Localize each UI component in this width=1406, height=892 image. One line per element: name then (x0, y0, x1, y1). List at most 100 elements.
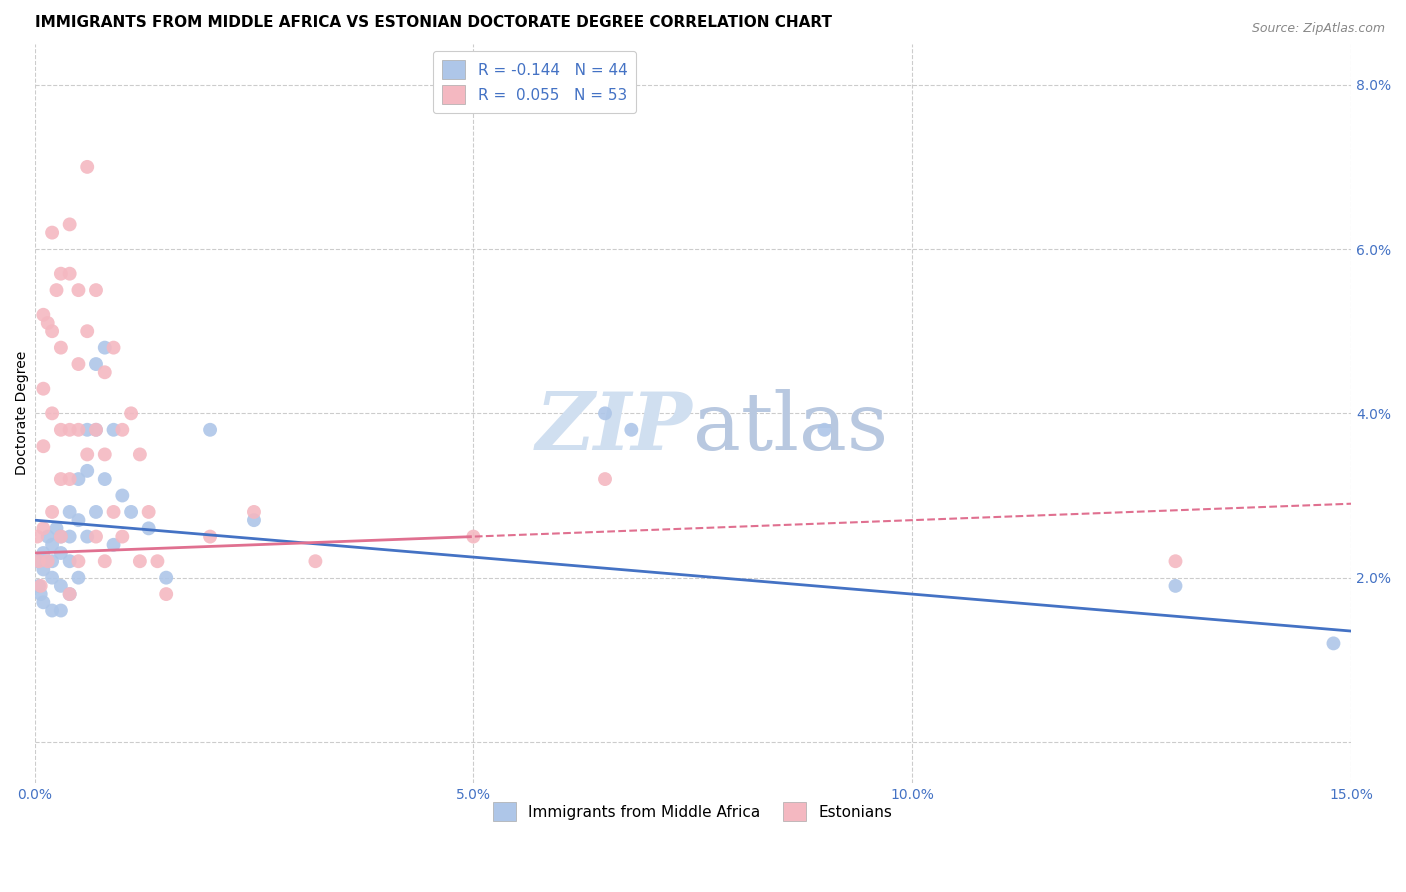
Point (84, 505, 107, 519)
Point (103, 538, 125, 552)
Point (593, 406, 616, 420)
Point (103, 423, 125, 437)
Point (155, 571, 177, 585)
Point (59, 587, 82, 601)
Point (67, 554, 90, 568)
Point (59, 472, 82, 486)
Point (84, 423, 107, 437)
Point (76, 447, 98, 461)
Point (67, 357, 90, 371)
Point (37, 316, 59, 330)
Point (84, 530, 107, 544)
Point (49, 267, 72, 281)
Point (76, 423, 98, 437)
Point (30, 579, 52, 593)
Point (41, 226, 63, 240)
Point (37, 530, 59, 544)
Point (32, 308, 55, 322)
Point (32, 562, 55, 576)
Point (41, 554, 63, 568)
Point (128, 447, 150, 461)
Point (76, 160, 98, 174)
Point (59, 267, 82, 281)
Point (155, 587, 177, 601)
Point (138, 521, 160, 535)
Text: IMMIGRANTS FROM MIDDLE AFRICA VS ESTONIAN DOCTORATE DEGREE CORRELATION CHART: IMMIGRANTS FROM MIDDLE AFRICA VS ESTONIA… (35, 15, 831, 30)
Point (49, 603, 72, 617)
Point (120, 406, 142, 420)
Point (128, 554, 150, 568)
Point (813, 423, 835, 437)
Point (111, 488, 134, 502)
Point (30, 587, 52, 601)
Point (94, 365, 117, 379)
Point (76, 530, 98, 544)
Point (67, 513, 90, 527)
Text: Source: ZipAtlas.com: Source: ZipAtlas.com (1251, 22, 1385, 36)
Point (41, 505, 63, 519)
Y-axis label: Doctorate Degree: Doctorate Degree (15, 351, 30, 475)
Point (32, 382, 55, 396)
Point (103, 505, 125, 519)
Text: atlas: atlas (693, 389, 889, 467)
Point (67, 423, 90, 437)
Point (25, 530, 48, 544)
Point (59, 554, 82, 568)
Point (49, 530, 72, 544)
Point (45, 283, 67, 297)
Point (94, 472, 117, 486)
Point (67, 283, 90, 297)
Point (41, 538, 63, 552)
Point (1164, 554, 1187, 568)
Point (1164, 579, 1187, 593)
Point (198, 423, 221, 437)
Point (49, 423, 72, 437)
Point (37, 554, 59, 568)
Point (41, 324, 63, 338)
Point (41, 571, 63, 585)
Point (49, 546, 72, 560)
Point (49, 579, 72, 593)
Point (620, 423, 643, 437)
Point (49, 341, 72, 355)
Point (59, 423, 82, 437)
Point (59, 587, 82, 601)
Point (76, 324, 98, 338)
Point (49, 472, 72, 486)
Point (25, 554, 48, 568)
Text: ZIP: ZIP (536, 390, 693, 467)
Point (59, 218, 82, 232)
Point (67, 472, 90, 486)
Point (463, 530, 485, 544)
Point (94, 447, 117, 461)
Point (304, 554, 326, 568)
Point (32, 439, 55, 453)
Point (41, 406, 63, 420)
Point (1322, 636, 1344, 650)
Point (146, 554, 169, 568)
Point (59, 505, 82, 519)
Point (32, 595, 55, 609)
Point (243, 505, 266, 519)
Point (32, 521, 55, 535)
Point (28, 554, 51, 568)
Legend: Immigrants from Middle Africa, Estonians: Immigrants from Middle Africa, Estonians (486, 797, 898, 827)
Point (243, 513, 266, 527)
Point (84, 357, 107, 371)
Point (111, 530, 134, 544)
Point (41, 603, 63, 617)
Point (593, 472, 616, 486)
Point (84, 423, 107, 437)
Point (198, 530, 221, 544)
Point (84, 283, 107, 297)
Point (111, 423, 134, 437)
Point (45, 521, 67, 535)
Point (138, 505, 160, 519)
Point (59, 530, 82, 544)
Point (49, 530, 72, 544)
Point (120, 505, 142, 519)
Point (94, 554, 117, 568)
Point (76, 464, 98, 478)
Point (103, 341, 125, 355)
Point (94, 341, 117, 355)
